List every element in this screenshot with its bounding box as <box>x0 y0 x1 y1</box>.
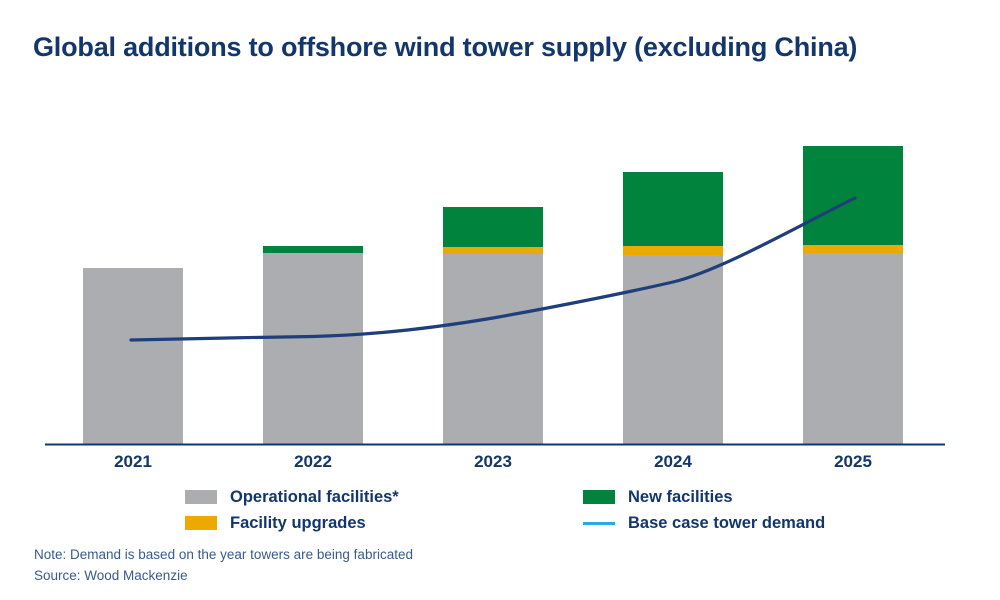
blue-line-swatch-icon <box>583 516 615 530</box>
green-square-swatch-icon <box>583 490 615 504</box>
bar-group-2023[interactable] <box>443 207 543 444</box>
yellow-square-swatch-icon <box>185 516 217 530</box>
xtick-label-2022: 2022 <box>294 452 332 471</box>
legend-item-base-case-tower-demand[interactable]: Base case tower demand <box>583 510 963 536</box>
bar-segment-upgrades-2025[interactable] <box>803 245 903 253</box>
xtick-label-2021: 2021 <box>114 452 152 471</box>
bar-segment-operational-2022[interactable] <box>263 253 363 444</box>
chart-footnotes: Note: Demand is based on the year towers… <box>34 544 734 586</box>
bar-group-2024[interactable] <box>623 172 723 444</box>
bar-segment-new-2022[interactable] <box>263 246 363 253</box>
gray-square-swatch-icon <box>185 490 217 504</box>
legend-column-left: Operational facilities* Facility upgrade… <box>185 484 565 536</box>
legend-item-new-facilities[interactable]: New facilities <box>583 484 963 510</box>
xtick-label-2025: 2025 <box>834 452 872 471</box>
bar-group-2021[interactable] <box>83 268 183 444</box>
bar-segment-operational-2021[interactable] <box>83 268 183 444</box>
footnote-note: Note: Demand is based on the year towers… <box>34 547 413 562</box>
legend-item-operational-facilities[interactable]: Operational facilities* <box>185 484 565 510</box>
legend-label-facility-upgrades: Facility upgrades <box>230 513 366 532</box>
bar-segment-operational-2025[interactable] <box>803 253 903 444</box>
demand-line[interactable] <box>129 196 857 342</box>
xtick-label-2023: 2023 <box>474 452 512 471</box>
legend-label-operational-facilities: Operational facilities* <box>230 487 399 506</box>
xtick-label-2024: 2024 <box>654 452 692 471</box>
legend-label-base-case-tower-demand: Base case tower demand <box>628 513 826 532</box>
footnote-source: Source: Wood Mackenzie <box>34 568 188 583</box>
bar-segment-new-2023[interactable] <box>443 207 543 247</box>
chart-legend: Operational facilities* Facility upgrade… <box>185 484 925 536</box>
bar-segment-operational-2023[interactable] <box>443 254 543 444</box>
bar-segment-operational-2024[interactable] <box>623 255 723 444</box>
bar-segment-new-2025[interactable] <box>803 146 903 245</box>
legend-label-new-facilities: New facilities <box>628 487 733 506</box>
chart-title: Global additions to offshore wind tower … <box>33 32 858 62</box>
bar-segment-new-2024[interactable] <box>623 172 723 246</box>
bar-segment-upgrades-2024[interactable] <box>623 246 723 255</box>
bar-group-2025[interactable] <box>803 146 903 444</box>
legend-item-facility-upgrades[interactable]: Facility upgrades <box>185 510 565 536</box>
legend-column-right: New facilities Base case tower demand <box>583 484 963 536</box>
bar-segment-upgrades-2023[interactable] <box>443 247 543 254</box>
bar-group-2022[interactable] <box>263 246 363 444</box>
